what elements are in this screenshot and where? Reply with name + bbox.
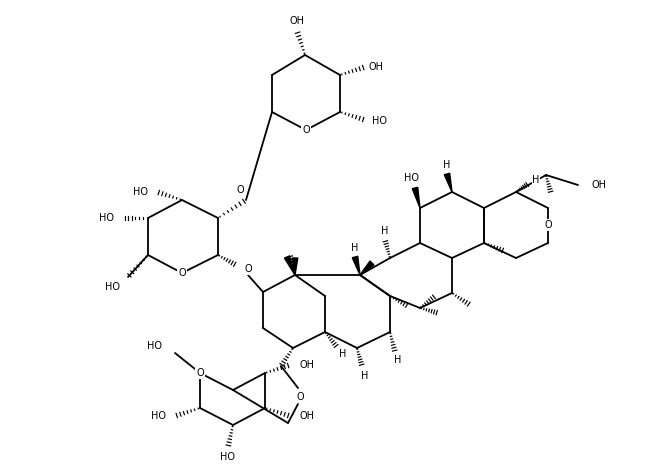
Text: OH: OH: [369, 62, 383, 72]
Text: H: H: [361, 371, 369, 381]
Text: OH: OH: [290, 16, 304, 26]
Text: H: H: [381, 226, 389, 236]
Text: HO: HO: [133, 187, 148, 197]
Text: HO: HO: [147, 341, 162, 351]
Text: HO: HO: [404, 173, 420, 183]
Polygon shape: [284, 256, 295, 275]
Text: O: O: [544, 220, 552, 230]
Text: O: O: [244, 264, 252, 274]
Polygon shape: [352, 256, 360, 275]
Text: O: O: [302, 125, 310, 135]
Text: H: H: [444, 160, 451, 170]
Polygon shape: [360, 261, 374, 275]
Text: HO: HO: [151, 411, 166, 421]
Text: H: H: [351, 243, 359, 253]
Text: HO: HO: [99, 213, 114, 223]
Text: HO: HO: [105, 282, 120, 292]
Polygon shape: [412, 187, 420, 208]
Text: OH: OH: [300, 360, 315, 370]
Text: HO: HO: [372, 116, 387, 126]
Text: O: O: [544, 220, 552, 230]
Text: H: H: [339, 349, 347, 359]
Text: O: O: [178, 268, 186, 278]
Polygon shape: [292, 258, 298, 275]
Text: H: H: [532, 175, 540, 185]
Polygon shape: [444, 173, 452, 192]
Text: OH: OH: [300, 411, 315, 421]
Text: OH: OH: [592, 180, 607, 190]
Text: HO: HO: [221, 452, 235, 462]
Text: O: O: [296, 392, 304, 402]
Text: O: O: [196, 368, 204, 378]
Text: O: O: [236, 185, 244, 195]
Text: H: H: [394, 355, 402, 365]
